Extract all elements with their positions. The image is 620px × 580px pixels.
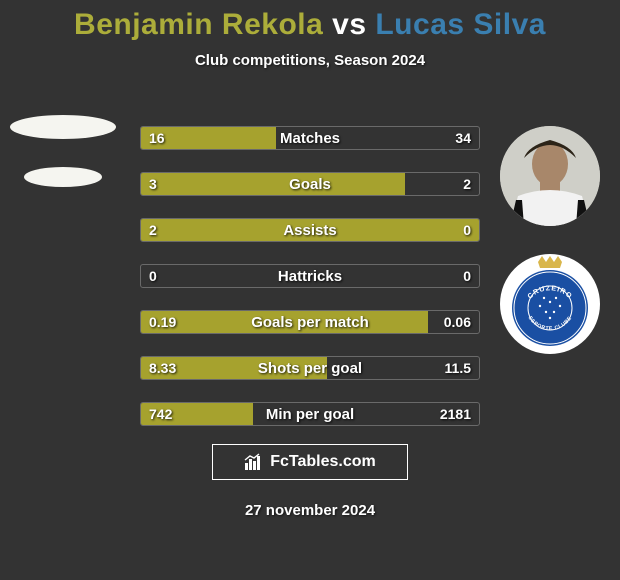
person-icon (500, 126, 600, 226)
footer-date: 27 november 2024 (0, 502, 620, 519)
club1-placeholder (24, 167, 102, 187)
stat-row-hattricks: 00Hattricks (140, 264, 480, 288)
left-avatar-column (8, 115, 118, 187)
page-title: Benjamin Rekola vs Lucas Silva (0, 0, 620, 42)
stat-label: Shots per goal (141, 360, 479, 377)
lucas-silva-avatar (500, 126, 600, 226)
stat-label: Goals (141, 176, 479, 193)
stat-label: Assists (141, 222, 479, 239)
title-vs: vs (332, 8, 366, 41)
stat-label: Hattricks (141, 268, 479, 285)
brand-text: FcTables.com (270, 453, 376, 471)
player1-placeholder (10, 115, 116, 139)
brand-box: FcTables.com (212, 444, 408, 480)
title-player2: Lucas Silva (375, 8, 546, 41)
right-avatar-column: CRUZEIRO ESPORTE CLUBE (500, 126, 600, 354)
title-player1: Benjamin Rekola (74, 8, 323, 41)
chart-icon (244, 453, 264, 471)
stat-row-goals: 32Goals (140, 172, 480, 196)
stat-row-matches: 1634Matches (140, 126, 480, 150)
stat-row-goals-per-match: 0.190.06Goals per match (140, 310, 480, 334)
stat-row-min-per-goal: 7422181Min per goal (140, 402, 480, 426)
cruzeiro-badge: CRUZEIRO ESPORTE CLUBE (500, 254, 600, 354)
stat-label: Goals per match (141, 314, 479, 331)
stat-label: Matches (141, 130, 479, 147)
stat-row-shots-per-goal: 8.3311.5Shots per goal (140, 356, 480, 380)
stat-label: Min per goal (141, 406, 479, 423)
subtitle: Club competitions, Season 2024 (0, 52, 620, 69)
comparison-bars: 1634Matches 32Goals 20Assists 00Hattricks 0.… (140, 126, 480, 426)
club-badge-icon: CRUZEIRO ESPORTE CLUBE (500, 254, 600, 354)
stat-row-assists: 20Assists (140, 218, 480, 242)
